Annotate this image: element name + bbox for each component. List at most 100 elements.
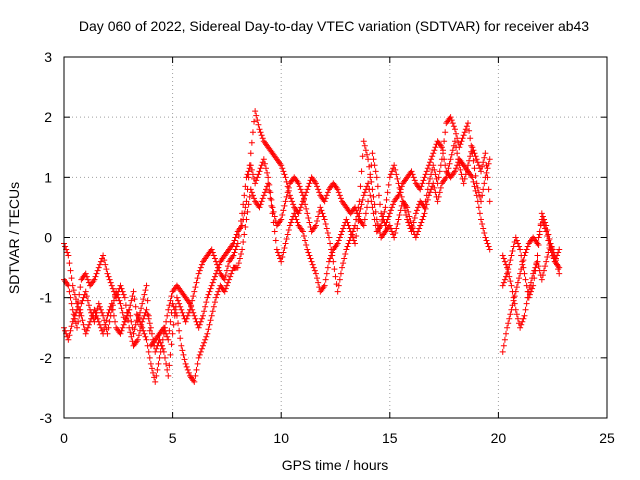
data-point — [141, 330, 148, 337]
data-point — [543, 222, 550, 229]
data-point — [374, 220, 381, 227]
data-point — [362, 147, 369, 154]
data-point — [321, 198, 328, 205]
data-point — [393, 171, 400, 178]
data-point — [471, 150, 478, 157]
data-point — [413, 231, 420, 238]
data-point — [295, 180, 302, 187]
data-point — [211, 273, 218, 280]
data-point — [251, 118, 258, 125]
data-point — [99, 309, 106, 316]
data-point — [209, 249, 216, 256]
data-point — [542, 263, 549, 270]
data-point — [436, 189, 443, 196]
data-point — [210, 252, 217, 259]
data-point — [327, 240, 334, 247]
data-point — [234, 240, 241, 247]
data-point — [334, 240, 341, 247]
data-point — [84, 324, 91, 331]
data-point — [190, 293, 197, 300]
data-point — [554, 261, 561, 268]
data-point — [461, 175, 468, 182]
data-point — [189, 297, 196, 304]
data-point — [242, 223, 249, 230]
data-point — [67, 327, 74, 334]
data-point — [204, 294, 211, 301]
data-point — [185, 369, 192, 376]
data-point — [539, 272, 546, 279]
data-point — [473, 192, 480, 199]
data-point — [480, 225, 487, 232]
data-point — [70, 315, 77, 322]
data-point — [153, 345, 160, 352]
data-point — [197, 318, 204, 325]
data-point — [248, 139, 255, 146]
data-point — [257, 201, 264, 208]
data-point — [415, 204, 422, 211]
data-point — [96, 303, 103, 310]
data-point — [114, 291, 121, 298]
data-point — [337, 231, 344, 238]
data-point — [448, 117, 455, 124]
data-point — [143, 306, 150, 313]
data-point — [135, 332, 142, 339]
data-point — [367, 192, 374, 199]
data-point — [478, 216, 485, 223]
data-point — [269, 204, 276, 211]
data-point — [273, 246, 280, 253]
data-point — [166, 302, 173, 309]
data-point — [71, 312, 78, 319]
data-point — [168, 341, 175, 348]
data-point — [77, 284, 84, 291]
x-tick-label: 0 — [60, 430, 68, 446]
data-point — [371, 201, 378, 208]
data-point — [202, 303, 209, 310]
data-point — [279, 211, 286, 218]
data-point — [404, 216, 411, 223]
data-point — [232, 246, 239, 253]
data-point — [523, 282, 530, 289]
data-point — [403, 211, 410, 218]
data-point — [208, 246, 215, 253]
data-point — [392, 229, 399, 236]
data-point — [378, 210, 385, 217]
data-point — [369, 186, 376, 193]
data-point — [95, 300, 102, 307]
data-point — [419, 216, 426, 223]
data-point — [195, 354, 202, 361]
data-point — [245, 201, 252, 208]
data-point — [299, 192, 306, 199]
data-point — [278, 258, 285, 265]
data-point — [248, 166, 255, 173]
data-point — [68, 300, 75, 307]
data-point — [304, 186, 311, 193]
data-point — [353, 207, 360, 214]
data-point — [469, 174, 476, 181]
data-point — [107, 279, 114, 286]
data-point — [503, 273, 510, 280]
data-point — [361, 142, 368, 149]
data-point — [324, 229, 331, 236]
data-point — [192, 284, 199, 291]
data-point — [290, 201, 297, 208]
data-point — [450, 123, 457, 130]
data-point — [551, 258, 558, 265]
data-point — [485, 243, 492, 250]
data-point — [336, 276, 343, 283]
data-point — [65, 252, 72, 259]
data-point — [260, 192, 267, 199]
data-point — [104, 312, 111, 319]
data-point — [296, 183, 303, 190]
data-point — [192, 315, 199, 322]
data-point — [193, 366, 200, 373]
data-point — [372, 208, 379, 215]
data-point — [514, 315, 521, 322]
data-point — [137, 309, 144, 316]
data-point — [387, 207, 394, 214]
data-point — [408, 168, 415, 175]
data-point — [83, 273, 90, 280]
data-point — [283, 193, 290, 200]
data-point — [355, 204, 362, 211]
data-point — [523, 300, 530, 307]
data-point — [394, 220, 401, 227]
